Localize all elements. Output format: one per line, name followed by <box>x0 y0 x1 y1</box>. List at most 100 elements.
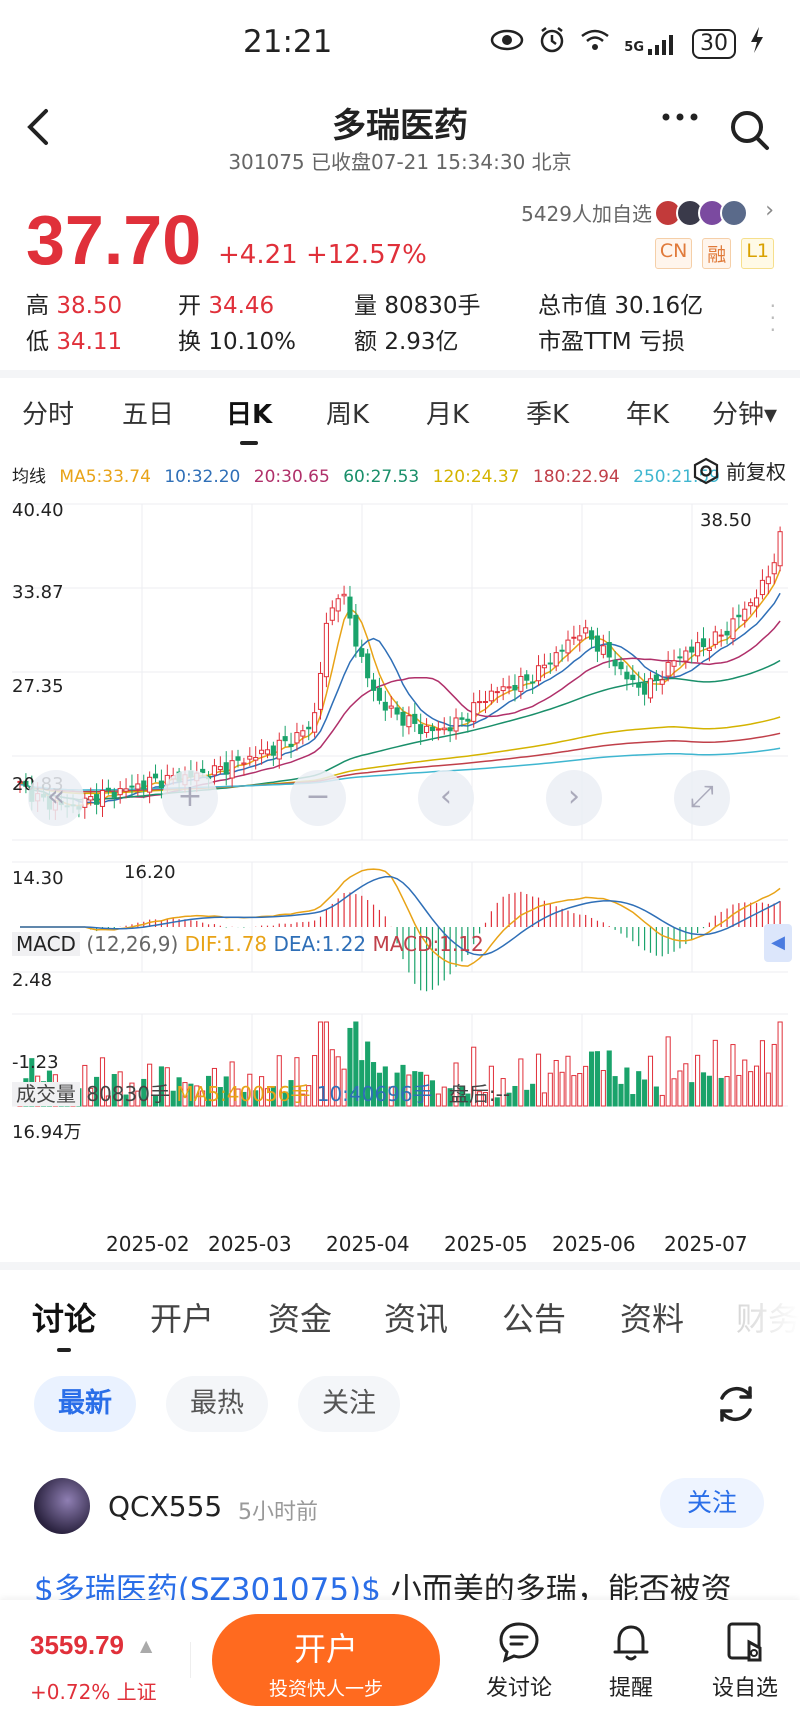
volume-bar <box>259 1076 265 1107</box>
search-icon <box>731 111 769 150</box>
candle-body <box>211 765 218 776</box>
filter-hot[interactable]: 最热 <box>166 1376 268 1432</box>
candle-body <box>659 679 665 685</box>
macd-dif-line <box>20 868 781 967</box>
volume-bar <box>329 1049 335 1107</box>
volume-bar <box>695 1054 701 1107</box>
tab-open-account[interactable]: 开户 <box>150 1300 215 1338</box>
volume-bar <box>129 1082 135 1107</box>
volume-bar <box>482 1092 489 1107</box>
kline-svg <box>12 503 788 1107</box>
refresh-button[interactable] <box>714 1382 758 1430</box>
collapse-indicator-button[interactable]: ◀ <box>764 924 792 962</box>
stock-subtitle: 301075 已收盘07-21 15:34:30 北京 <box>228 150 572 174</box>
candle-body <box>435 728 441 731</box>
stat-value: 34.11 <box>56 329 123 355</box>
back-button[interactable] <box>24 104 54 158</box>
fullscreen-button[interactable]: ⤢ <box>674 770 730 826</box>
volume-bar <box>123 1094 129 1107</box>
filter-latest[interactable]: 最新 <box>34 1376 136 1432</box>
macd-dea: DEA:1.22 <box>273 932 367 956</box>
ma-line-5 <box>19 569 781 807</box>
volume-bar <box>188 1083 194 1107</box>
macd-dea-line <box>20 875 781 956</box>
index-change: +0.72% 上证 <box>30 1680 157 1704</box>
tab-weekly-k[interactable]: 周K <box>326 400 370 430</box>
tab-profile[interactable]: 资料 <box>620 1300 685 1338</box>
rewind-button[interactable]: « <box>28 770 84 826</box>
scroll-right-button[interactable]: › <box>546 770 602 826</box>
candle-body <box>748 602 754 607</box>
volume-bar <box>253 1090 259 1107</box>
tab-minutes-dropdown[interactable]: 分钟▾ <box>712 400 778 430</box>
candle-body <box>541 664 547 669</box>
volume-bar <box>742 1059 748 1107</box>
more-menu-button[interactable] <box>660 102 700 140</box>
candle-body <box>329 607 335 621</box>
more-dots-icon <box>662 113 698 121</box>
adjust-toggle[interactable]: 前复权 <box>692 456 786 485</box>
candle-body <box>147 776 153 793</box>
candle-body <box>630 674 636 681</box>
post-username[interactable]: QCX555 <box>108 1490 223 1523</box>
candle-body <box>406 715 412 728</box>
volume-bar <box>323 1021 329 1107</box>
chevron-right-icon[interactable]: › <box>765 198 774 223</box>
index-value[interactable]: 3559.79 <box>30 1630 124 1660</box>
candle-body <box>123 788 129 792</box>
volume-bar <box>506 1092 512 1107</box>
stat-label: 换 <box>178 329 201 355</box>
watchlist-count[interactable]: 5429人加自选 <box>521 198 748 227</box>
volume-bar <box>683 1063 689 1107</box>
post-discussion-button[interactable]: 发讨论 <box>474 1620 564 1702</box>
search-button[interactable] <box>728 108 772 156</box>
candle-body <box>712 631 718 645</box>
volume-bar <box>282 1091 288 1107</box>
tab-five-day[interactable]: 五日 <box>122 400 175 430</box>
tab-monthly-k[interactable]: 月K <box>426 400 470 430</box>
candle-body <box>17 780 23 783</box>
stat-open: 开 34.46 <box>178 286 274 320</box>
avatar[interactable] <box>34 1478 90 1534</box>
tab-announcements[interactable]: 公告 <box>502 1300 567 1338</box>
stat-amount: 额 2.93亿 <box>354 322 459 356</box>
stat-value: 34.46 <box>208 293 275 319</box>
high-marker: 38.50 <box>700 510 752 531</box>
tab-news[interactable]: 资讯 <box>384 1300 449 1338</box>
tag-margin: 融 <box>702 238 732 269</box>
volume-bar <box>105 1095 111 1107</box>
volume-bar <box>718 1077 724 1107</box>
candle-body <box>588 630 595 640</box>
add-watchlist-button[interactable]: 设自选 <box>700 1620 790 1702</box>
volume-bar <box>365 1041 371 1107</box>
zoom-in-button[interactable]: + <box>162 770 218 826</box>
ma-label: 均线 <box>12 467 46 487</box>
tab-capital[interactable]: 资金 <box>268 1300 333 1338</box>
scroll-left-button[interactable]: ‹ <box>418 770 474 826</box>
open-account-button[interactable]: 开户 投资快人一步 <box>212 1614 440 1706</box>
ma120-value: 120:24.37 <box>432 467 520 487</box>
tab-discussion[interactable]: 讨论 <box>32 1294 96 1340</box>
tab-daily-k[interactable]: 日K <box>226 394 272 431</box>
battery-indicator: 30 <box>692 28 736 59</box>
tab-minute-chart[interactable]: 分时 <box>22 400 75 430</box>
macd-legend: MACD (12,26,9) DIF:1.78 DEA:1.22 MACD:1.… <box>12 932 484 956</box>
alert-button[interactable]: 提醒 <box>586 1620 676 1702</box>
expand-stats-icon[interactable]: · · · <box>769 294 776 342</box>
volume-bar <box>453 1062 459 1107</box>
filter-following[interactable]: 关注 <box>298 1376 400 1432</box>
avatar <box>720 198 748 227</box>
tab-yearly-k[interactable]: 年K <box>626 400 670 430</box>
volume-selector[interactable]: 成交量 <box>12 1082 80 1106</box>
tab-quarterly-k[interactable]: 季K <box>526 400 570 430</box>
zoom-out-button[interactable]: − <box>290 770 346 826</box>
candle-body <box>229 760 235 779</box>
follow-button[interactable]: 关注 <box>660 1478 764 1528</box>
macd-selector[interactable]: MACD <box>12 932 80 956</box>
tag-l1: L1 <box>741 238 774 269</box>
candle-body <box>636 682 642 688</box>
status-time: 21:21 <box>243 24 333 60</box>
kline-chart[interactable]: 40.40 33.87 27.35 20.83 14.30 38.50 16.2… <box>0 496 800 1256</box>
network-type: 5G <box>624 39 644 55</box>
x-label: 2025-04 <box>326 1232 410 1256</box>
